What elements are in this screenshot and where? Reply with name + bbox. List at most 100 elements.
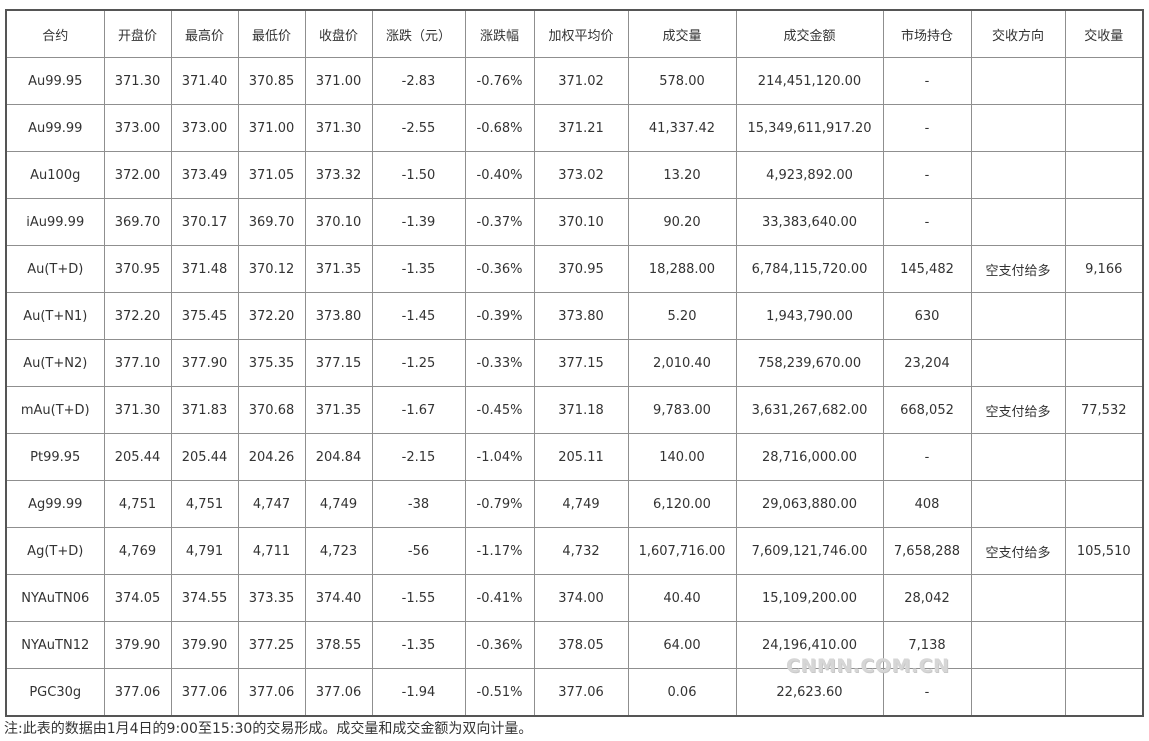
table-cell bbox=[1064, 104, 1144, 152]
table-cell: 370.17 bbox=[170, 198, 239, 246]
table-cell: 379.90 bbox=[170, 621, 239, 669]
table-cell: 371.30 bbox=[304, 104, 373, 152]
table-cell: 空支付给多 bbox=[970, 386, 1066, 434]
table-cell: 40.40 bbox=[627, 574, 737, 622]
table-cell: 77,532 bbox=[1064, 386, 1144, 434]
table-cell: 6,120.00 bbox=[627, 480, 737, 528]
table-cell: 630 bbox=[882, 292, 972, 340]
table-cell: -0.37% bbox=[464, 198, 535, 246]
table-cell: 204.26 bbox=[237, 433, 306, 481]
table-cell: 371.48 bbox=[170, 245, 239, 293]
contract-cell: Au99.95 bbox=[5, 57, 105, 105]
table-cell: 373.80 bbox=[533, 292, 629, 340]
table-cell: -0.68% bbox=[464, 104, 535, 152]
table-row: PGC30g 377.06 377.06 377.06 377.06 -1.94 -0.51… bbox=[5, 668, 1144, 717]
table-cell: - bbox=[882, 433, 972, 481]
table-cell: 371.40 bbox=[170, 57, 239, 105]
table-cell: 371.02 bbox=[533, 57, 629, 105]
table-cell: -0.51% bbox=[464, 668, 535, 717]
table-cell: - bbox=[882, 57, 972, 105]
table-cell: 空支付给多 bbox=[970, 245, 1066, 293]
table-cell: 370.10 bbox=[533, 198, 629, 246]
table-cell: 64.00 bbox=[627, 621, 737, 669]
table-cell: -0.76% bbox=[464, 57, 535, 105]
contract-cell: Au(T+N2) bbox=[5, 339, 105, 387]
table-cell bbox=[970, 292, 1066, 340]
header-row: 合约 开盘价 最高价 最低价 收盘价 涨跌（元） 涨跌幅 加权平均价 成交量 成交金额 市场持仓 交收… bbox=[5, 9, 1144, 58]
trading-quotes-table: 合约 开盘价 最高价 最低价 收盘价 涨跌（元） 涨跌幅 加权平均价 成交量 成交金额 市场持仓 交收… bbox=[5, 9, 1144, 717]
table-cell: -0.36% bbox=[464, 245, 535, 293]
table-cell: 4,723 bbox=[304, 527, 373, 575]
table-row: mAu(T+D) 371.30 371.83 370.68 371.35 -1.67 -0.… bbox=[5, 386, 1144, 434]
table-cell: -1.67 bbox=[371, 386, 466, 434]
table-cell: 空支付给多 bbox=[970, 527, 1066, 575]
table-cell: 9,783.00 bbox=[627, 386, 737, 434]
table-cell: -2.15 bbox=[371, 433, 466, 481]
table-cell: 373.00 bbox=[103, 104, 172, 152]
table-cell: 371.35 bbox=[304, 245, 373, 293]
table-cell: 371.00 bbox=[237, 104, 306, 152]
table-cell: 378.55 bbox=[304, 621, 373, 669]
table-cell: 369.70 bbox=[103, 198, 172, 246]
table-row: Pt99.95 205.44 205.44 204.26 204.84 -2.15 -1.0… bbox=[5, 433, 1144, 481]
table-cell: -1.94 bbox=[371, 668, 466, 717]
table-row: Au99.99 373.00 373.00 371.00 371.30 -2.55 -0.6… bbox=[5, 104, 1144, 152]
table-cell: -1.35 bbox=[371, 245, 466, 293]
table-row: Au(T+D) 370.95 371.48 370.12 371.35 -1.35 -0.3… bbox=[5, 245, 1144, 293]
table-cell: 374.55 bbox=[170, 574, 239, 622]
table-cell: 7,138 bbox=[882, 621, 972, 669]
table-cell bbox=[1064, 339, 1144, 387]
contract-cell: NYAuTN06 bbox=[5, 574, 105, 622]
table-cell: - bbox=[882, 104, 972, 152]
table-body: Au99.95 371.30 371.40 370.85 371.00 -2.83 -0.7… bbox=[5, 57, 1144, 717]
table-cell bbox=[970, 668, 1066, 717]
table-cell: 370.95 bbox=[103, 245, 172, 293]
table-cell: 373.32 bbox=[304, 151, 373, 199]
table-cell: 7,609,121,746.00 bbox=[735, 527, 884, 575]
table-cell: 378.05 bbox=[533, 621, 629, 669]
table-cell: -0.36% bbox=[464, 621, 535, 669]
table-cell: 4,749 bbox=[533, 480, 629, 528]
table-cell bbox=[1064, 57, 1144, 105]
table-cell: 377.10 bbox=[103, 339, 172, 387]
table-cell: 205.44 bbox=[170, 433, 239, 481]
table-cell: 1,607,716.00 bbox=[627, 527, 737, 575]
table-cell bbox=[970, 151, 1066, 199]
table-row: Au(T+N1) 372.20 375.45 372.20 373.80 -1.45 -0.… bbox=[5, 292, 1144, 340]
table-cell: 375.45 bbox=[170, 292, 239, 340]
table-cell: 371.18 bbox=[533, 386, 629, 434]
table-cell bbox=[970, 433, 1066, 481]
column-header: 交收量 bbox=[1064, 9, 1144, 58]
table-cell: 3,631,267,682.00 bbox=[735, 386, 884, 434]
table-cell: 214,451,120.00 bbox=[735, 57, 884, 105]
contract-cell: PGC30g bbox=[5, 668, 105, 717]
table-cell: 377.06 bbox=[304, 668, 373, 717]
table-cell: 28,716,000.00 bbox=[735, 433, 884, 481]
column-header: 开盘价 bbox=[103, 9, 172, 58]
column-header: 合约 bbox=[5, 9, 105, 58]
table-cell: 370.68 bbox=[237, 386, 306, 434]
table-cell: 374.05 bbox=[103, 574, 172, 622]
table-cell: -1.25 bbox=[371, 339, 466, 387]
table-row: Au99.95 371.30 371.40 370.85 371.00 -2.83 -0.7… bbox=[5, 57, 1144, 105]
table-cell: 7,658,288 bbox=[882, 527, 972, 575]
table-cell bbox=[1064, 574, 1144, 622]
table-cell: -56 bbox=[371, 527, 466, 575]
table-cell: 18,288.00 bbox=[627, 245, 737, 293]
contract-cell: Ag99.99 bbox=[5, 480, 105, 528]
table-cell: 4,923,892.00 bbox=[735, 151, 884, 199]
table-cell: 373.49 bbox=[170, 151, 239, 199]
table-cell: 29,063,880.00 bbox=[735, 480, 884, 528]
table-cell: -1.50 bbox=[371, 151, 466, 199]
table-cell: 371.35 bbox=[304, 386, 373, 434]
table-cell: 371.83 bbox=[170, 386, 239, 434]
table-cell: - bbox=[882, 668, 972, 717]
table-cell: 377.06 bbox=[170, 668, 239, 717]
table-row: iAu99.99 369.70 370.17 369.70 370.10 -1.39 -0.… bbox=[5, 198, 1144, 246]
table-cell: -0.79% bbox=[464, 480, 535, 528]
table-cell bbox=[1064, 292, 1144, 340]
contract-cell: Ag(T+D) bbox=[5, 527, 105, 575]
table-cell: 758,239,670.00 bbox=[735, 339, 884, 387]
column-header: 涨跌幅 bbox=[464, 9, 535, 58]
table-cell: 377.06 bbox=[533, 668, 629, 717]
